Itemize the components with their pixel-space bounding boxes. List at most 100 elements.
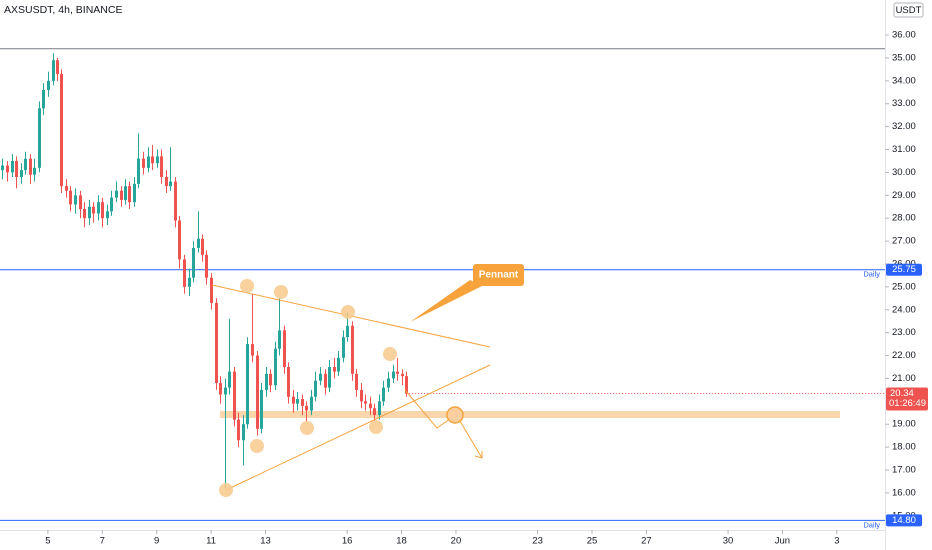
candle-body: [69, 190, 72, 205]
y-tick-label: 34.00: [892, 75, 916, 86]
candle-body: [360, 389, 363, 402]
y-tick-label: 23.00: [892, 327, 916, 338]
x-tick-label: 13: [260, 536, 271, 547]
candle-body: [160, 156, 163, 177]
candle-body: [210, 277, 213, 303]
x-tick-label: 9: [154, 536, 159, 547]
countdown: 01:26:49: [889, 398, 926, 409]
x-tick-label: 16: [342, 536, 353, 547]
candle-body: [183, 259, 186, 287]
touch-points: [219, 279, 397, 497]
candle-body: [60, 73, 63, 187]
candle-body: [151, 156, 154, 164]
candle-body: [387, 378, 390, 388]
candle-body: [292, 396, 295, 404]
candle-body: [246, 344, 249, 425]
candle-body: [251, 344, 254, 356]
y-tick-label: 16.00: [892, 487, 916, 498]
candle-body: [97, 202, 100, 214]
candle-body: [165, 176, 168, 187]
candle-body: [174, 181, 177, 221]
y-tick-label: 22.00: [892, 350, 916, 361]
candle-body: [110, 197, 113, 212]
candle-body: [219, 383, 222, 395]
y-tick-label: 24.00: [892, 304, 916, 315]
callout-pointer: [410, 280, 482, 322]
callout-box: [473, 264, 524, 286]
x-tick-label: 5: [45, 536, 50, 547]
level-tag: Daily: [863, 270, 880, 279]
candle-body: [260, 389, 263, 429]
axes: 15.0016.0017.0018.0019.0021.0022.0023.00…: [45, 30, 928, 547]
candle-body: [337, 357, 340, 372]
candle-body: [52, 60, 55, 81]
last-price-badge: [886, 387, 928, 411]
candle-body: [274, 348, 277, 386]
candle-body: [237, 419, 240, 441]
candle-body: [92, 206, 95, 214]
candle-body: [147, 156, 150, 168]
x-tick-label: 18: [396, 536, 407, 547]
x-tick-label: 30: [723, 536, 734, 547]
levels: [0, 48, 885, 521]
candle-body: [133, 183, 136, 203]
candle-body: [242, 424, 245, 441]
level-tag: Daily: [863, 520, 880, 529]
currency: USDT: [896, 5, 922, 16]
candle-body: [83, 209, 86, 219]
x-tick-label: 25: [587, 536, 598, 547]
touch-point: [341, 305, 355, 319]
candle-body: [224, 387, 227, 395]
y-tick-label: 35.00: [892, 52, 916, 63]
candle-body: [333, 366, 336, 372]
candle-body: [392, 371, 395, 379]
y-tick-label: 21.00: [892, 373, 916, 384]
y-tick-label: 32.00: [892, 121, 916, 132]
candle-body: [106, 211, 109, 219]
candle-body: [15, 160, 18, 177]
candle-body: [382, 387, 385, 402]
chart-title: AXSUSDT, 4h, BINANCE: [4, 4, 122, 16]
projection-arrow: [459, 420, 483, 459]
candle-body: [38, 108, 41, 168]
candle-body: [47, 80, 50, 90]
candle-body: [42, 89, 45, 109]
y-tick-label: 18.00: [892, 442, 916, 453]
candle-body: [373, 408, 376, 416]
candle-body: [314, 380, 317, 397]
candle-body: [215, 302, 218, 384]
candle-body: [265, 373, 268, 390]
candle-body: [369, 403, 372, 409]
candle-body: [178, 220, 181, 260]
candle-body: [233, 371, 236, 420]
projection-path: [404, 389, 451, 429]
candle-body: [296, 399, 299, 404]
candle-body: [396, 371, 399, 374]
candle-body: [310, 396, 313, 411]
x-tick-label: 27: [641, 536, 652, 547]
candle-body: [278, 330, 281, 349]
candle-body: [137, 158, 140, 184]
touch-point: [219, 483, 233, 497]
y-tick-label: 28.00: [892, 213, 916, 224]
currency-box: [893, 2, 924, 18]
candle-body: [401, 373, 404, 377]
last-price-label: 20.34: [890, 388, 914, 399]
candle-body: [142, 158, 145, 168]
candle-body: [405, 376, 408, 394]
candle-body: [364, 401, 367, 404]
x-tick-label: 11: [206, 536, 216, 547]
touch-point: [369, 420, 383, 434]
touch-point: [250, 439, 264, 453]
arrow-head: [474, 451, 483, 459]
candle-body: [319, 373, 322, 381]
candle-body: [156, 156, 159, 164]
y-tick-label: 27.00: [892, 236, 916, 247]
y-tick-label: 25.00: [892, 281, 916, 292]
candle-body: [20, 170, 23, 177]
candle-body: [228, 371, 231, 388]
candle-body: [128, 186, 131, 203]
candle-body: [188, 277, 191, 287]
